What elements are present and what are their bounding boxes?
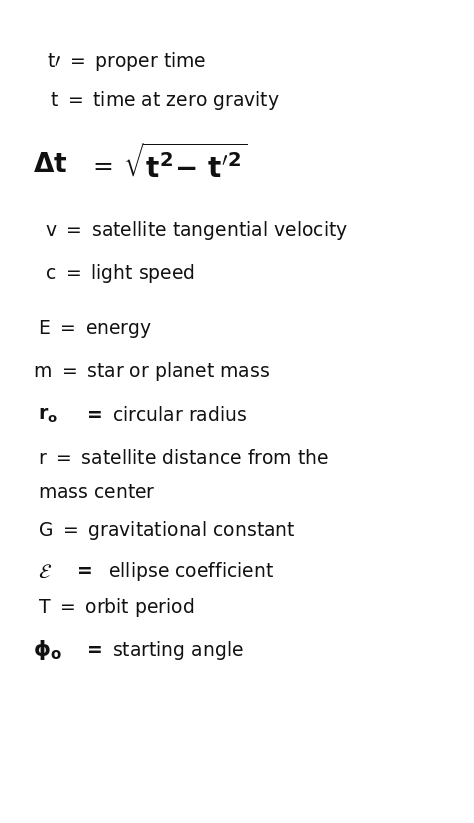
Text: $\mathbf{\mathrm{m\ =\ star\ or\ planet\ mass}}$: $\mathbf{\mathrm{m\ =\ star\ or\ planet\…	[33, 360, 270, 384]
Text: $\mathbf{r_o}$: $\mathbf{r_o}$	[38, 406, 58, 425]
Text: $\mathbf{\mathrm{v\ =\ satellite\ tangential\ velocity}}$: $\mathbf{\mathrm{v\ =\ satellite\ tangen…	[45, 219, 348, 242]
Text: $\mathbf{\sqrt{t^2\!-\!\ t'^2}}$: $\mathbf{\sqrt{t^2\!-\!\ t'^2}}$	[123, 145, 247, 184]
Text: $\mathbf{\mathrm{r\ =\ satellite\ distance\ from\ the}}$: $\mathbf{\mathrm{r\ =\ satellite\ distan…	[38, 449, 329, 468]
Text: $\mathbf{\mathrm{E\ =\ energy}}$: $\mathbf{\mathrm{E\ =\ energy}}$	[38, 319, 152, 340]
Text: $\mathbf{\Delta t}$: $\mathbf{\Delta t}$	[33, 151, 68, 178]
Text: $\mathbf{\mathrm{mass\ center}}$: $\mathbf{\mathrm{mass\ center}}$	[38, 482, 155, 502]
Text: $\mathbf{\mathrm{c\ =\ light\ speed}}$: $\mathbf{\mathrm{c\ =\ light\ speed}}$	[45, 262, 195, 285]
Text: $\mathbf{\mathrm{G\ =\ gravitational\ constant}}$: $\mathbf{\mathrm{G\ =\ gravitational\ co…	[38, 518, 296, 542]
Text: $\mathbf{=\ \ \mathrm{ellipse\ coefficient}}$: $\mathbf{=\ \ \mathrm{ellipse\ coefficie…	[73, 560, 274, 584]
Text: $\mathbf{\mathrm{T\ =\ orbit\ period}}$: $\mathbf{\mathrm{T\ =\ orbit\ period}}$	[38, 596, 194, 619]
Text: $\mathbf{\mathcal{E}}$: $\mathbf{\mathcal{E}}$	[38, 562, 52, 582]
Text: $\mathbf{=\ \mathrm{circular\ radius}}$: $\mathbf{=\ \mathrm{circular\ radius}}$	[83, 406, 247, 425]
Text: $=$: $=$	[88, 152, 113, 177]
Text: $\mathbf{\phi_o}$: $\mathbf{\phi_o}$	[33, 638, 62, 663]
Text: $\mathbf{=\ \mathrm{starting\ angle}}$: $\mathbf{=\ \mathrm{starting\ angle}}$	[83, 639, 244, 662]
Text: $\mathbf{\mathrm{t\prime\ =\ proper\ time}}$: $\mathbf{\mathrm{t\prime\ =\ proper\ tim…	[47, 50, 207, 73]
Text: $\mathbf{\mathrm{t\ =\ time\ at\ zero\ gravity}}$: $\mathbf{\mathrm{t\ =\ time\ at\ zero\ g…	[50, 89, 280, 112]
